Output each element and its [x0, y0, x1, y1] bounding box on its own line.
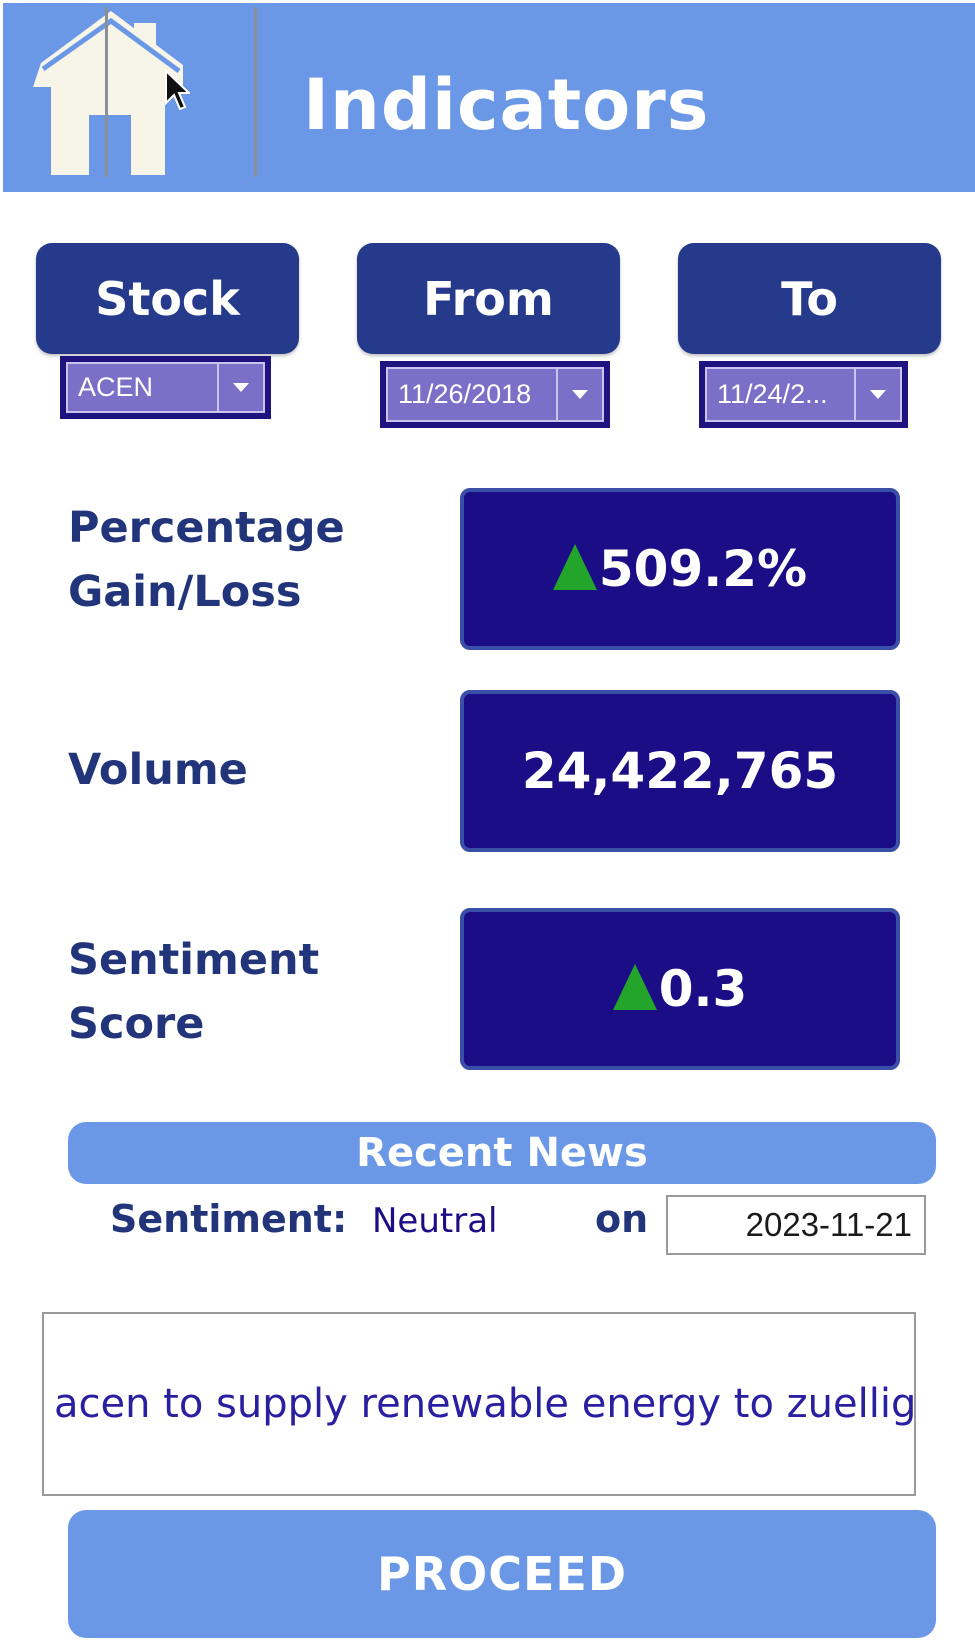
trend-up-icon [552, 544, 597, 590]
from-button[interactable]: From [357, 243, 620, 354]
to-dropdown-inner: 11/24/2... [705, 367, 902, 422]
chevron-down-icon[interactable] [217, 364, 263, 411]
proceed-button[interactable]: PROCEED [68, 1510, 936, 1638]
header-bar: Indicators [3, 3, 975, 192]
volume-label: Volume [68, 745, 248, 795]
stock-dropdown-inner: ACEN [66, 362, 265, 413]
sentiment-score-value: 0.3 [658, 960, 748, 1018]
from-dropdown-value: 11/26/2018 [398, 379, 532, 409]
gain-loss-value: 509.2% [598, 540, 808, 598]
sentiment-score-label-line1: Sentiment [68, 935, 320, 985]
sentiment-score-label-line2: Score [68, 999, 205, 1049]
home-icon [33, 11, 183, 175]
mouse-cursor-icon [165, 69, 190, 111]
page-title: Indicators [303, 64, 710, 146]
news-headline-box: acen to supply renewable energy to zuell… [42, 1312, 916, 1496]
volume-value: 24,422,765 [521, 742, 839, 800]
sentiment-score-label: Sentiment Score [68, 928, 319, 1056]
stock-dropdown[interactable]: ACEN [60, 356, 271, 419]
recent-news-header: Recent News [68, 1122, 936, 1184]
to-button[interactable]: To [678, 243, 941, 354]
home-button[interactable] [3, 3, 260, 192]
gain-loss-label-line1: Percentage [68, 503, 345, 553]
from-dropdown-inner: 11/26/2018 [386, 367, 604, 422]
gain-loss-value-box: 509.2% [460, 488, 900, 650]
volume-value-box: 24,422,765 [460, 690, 900, 852]
from-dropdown[interactable]: 11/26/2018 [380, 361, 610, 428]
news-sentiment-value: Neutral [372, 1201, 498, 1241]
chevron-down-icon[interactable] [556, 369, 602, 420]
stock-button[interactable]: Stock [36, 243, 299, 354]
chevron-down-icon[interactable] [854, 369, 900, 420]
news-date-field: 2023-11-21 [666, 1195, 926, 1255]
sentiment-score-value-box: 0.3 [460, 908, 900, 1070]
to-dropdown-value: 11/24/2... [717, 379, 828, 409]
header-divider [254, 7, 257, 177]
home-icon-divider [105, 7, 108, 177]
news-on-label: on [595, 1197, 649, 1241]
stock-dropdown-value: ACEN [78, 372, 154, 402]
gain-loss-label: Percentage Gain/Loss [68, 496, 345, 624]
gain-loss-label-line2: Gain/Loss [68, 567, 302, 617]
trend-up-icon [612, 964, 657, 1010]
news-sentiment-label: Sentiment: [110, 1197, 348, 1241]
to-dropdown[interactable]: 11/24/2... [699, 361, 908, 428]
news-headline: acen to supply renewable energy to zuell… [54, 1381, 916, 1427]
